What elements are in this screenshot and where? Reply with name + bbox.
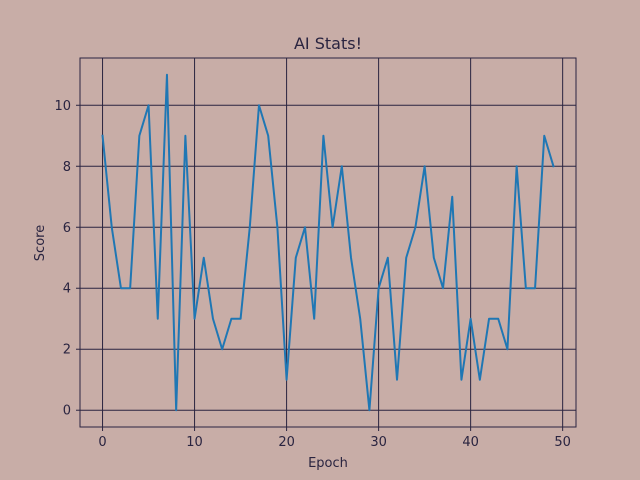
plot-frame [79,57,577,428]
x-tick-label: 50 [554,435,571,450]
y-tick-label: 8 [63,160,71,175]
y-tick-label: 4 [63,282,71,297]
y-tick-label: 2 [63,343,71,358]
x-axis-label: Epoch [308,456,348,471]
y-tick-label: 6 [63,221,71,236]
x-tick-label: 10 [186,435,203,450]
x-tick-label: 20 [278,435,295,450]
y-tick-label: 0 [63,404,71,419]
x-tick-label: 0 [98,435,106,450]
series-line [101,73,555,412]
axis-ticks: 0 10 20 30 40 50 0 2 4 6 8 10 [54,99,570,450]
series-layer [101,73,555,412]
x-tick-label: 40 [462,435,479,450]
chart-title: AI Stats! [294,34,362,53]
y-axis-label: Score [33,225,48,261]
x-tick-label: 30 [370,435,387,450]
y-tick-label: 10 [54,99,71,114]
